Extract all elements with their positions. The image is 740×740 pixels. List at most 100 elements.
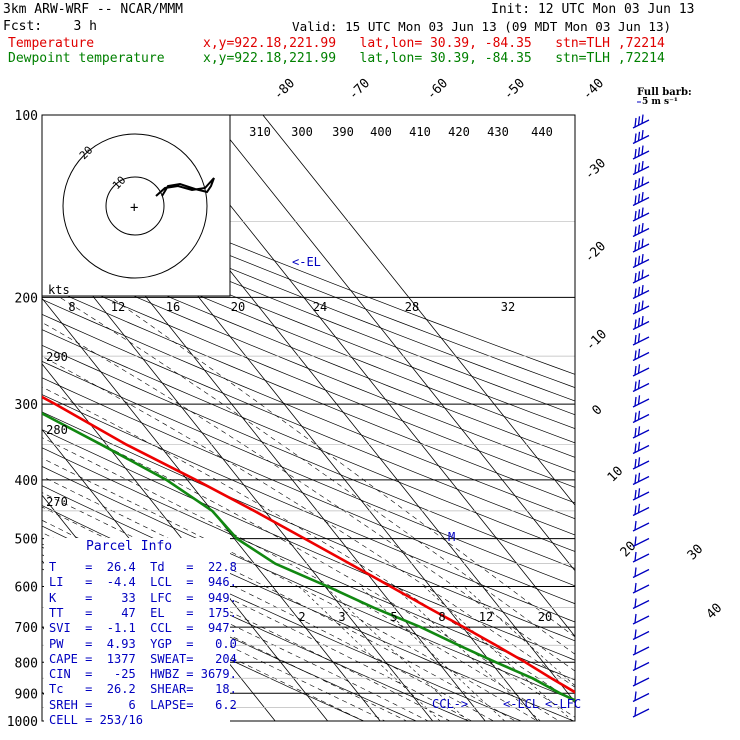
pressure-tick-800: 800	[15, 656, 38, 671]
pressure-tick-600: 600	[15, 581, 38, 596]
isotherm-label: 0	[589, 402, 605, 418]
dewpoint-label: Dewpoint temperature	[8, 51, 165, 66]
dry-adiabat	[42, 466, 575, 701]
parcel-info-row: LI = -4.4 LCL = 946.	[49, 575, 237, 590]
wind-barb	[632, 285, 650, 300]
hodo-speed-label: 24	[313, 300, 327, 314]
wind-barb	[632, 503, 650, 517]
mixing-ratio-label: 3	[338, 610, 345, 624]
barb-legend-title: Full barb:	[637, 87, 692, 98]
pressure-tick-100: 100	[15, 109, 38, 124]
isotherm-label: 10	[605, 464, 627, 486]
wind-barb	[632, 520, 650, 532]
theta-label: 410	[409, 125, 431, 139]
temperature-location: x,y=922.18,221.99 lat,lon= 30.39, -84.35…	[203, 36, 665, 51]
mixing-ratio-line	[393, 586, 541, 721]
isotherm-line	[0, 115, 13, 721]
wind-barb	[632, 426, 650, 439]
dry-adiabat	[42, 284, 575, 504]
wind-barb	[632, 472, 650, 486]
valid-time: Valid: 15 UTC Mon 03 Jun 13 (09 MDT Mon …	[292, 19, 672, 34]
barb-legend-value: 5 m s⁻¹	[642, 97, 678, 107]
hodograph-box	[41, 114, 231, 297]
wind-barb	[632, 364, 650, 377]
mixing-ratio-line	[463, 586, 575, 687]
pressure-tick-1000: 1000	[7, 715, 38, 730]
pressure-tick-500: 500	[15, 533, 38, 548]
parcel-info-row: CELL = 253/16	[49, 713, 143, 727]
wind-barb	[632, 488, 650, 501]
wind-barb	[632, 410, 650, 424]
moist-adiabat	[42, 322, 575, 672]
wind-barb	[632, 161, 650, 176]
dry-adiabat	[42, 485, 575, 721]
hodo-ring-10	[105, 176, 165, 236]
mixing-ratio-label: 2	[298, 610, 305, 624]
theta-label: 400	[370, 125, 392, 139]
mixing-ratio-label: 8	[438, 610, 445, 624]
dry-adiabat	[42, 165, 575, 375]
theta-label: 390	[332, 125, 354, 139]
wind-barb	[632, 145, 650, 160]
dry-adiabat	[42, 189, 575, 402]
wind-barb	[632, 379, 650, 393]
model-title: 3km ARW-WRF -- NCAR/MMM	[3, 2, 184, 17]
plot-frame	[41, 114, 576, 722]
pressure-tick-700: 700	[15, 621, 38, 636]
theta-left-label: 290	[46, 350, 68, 364]
parcel-info-row: CIN = -25 HWBZ = 3679.	[49, 667, 237, 682]
wind-barb	[632, 223, 650, 238]
parcel-info-row: TT = 47 EL = 175.	[49, 605, 237, 620]
dry-adiabat	[42, 447, 575, 681]
wind-barb	[632, 207, 650, 222]
parcel-info-row: Tc = 26.2 SHEAR= 18.	[49, 682, 237, 697]
wind-barb	[632, 348, 650, 362]
pressure-tick-900: 900	[15, 687, 38, 702]
mixing-ratio-label: 12	[479, 610, 493, 624]
wind-barb	[632, 269, 650, 284]
isotherm-line	[157, 115, 575, 638]
mixing-ratio-label: 20	[538, 610, 552, 624]
isotherm-label: -70	[346, 76, 373, 103]
wind-barb	[632, 192, 650, 207]
isotherm-line	[262, 115, 575, 506]
parcel-info-panel: Parcel Info T = 26.4 Td = 22.8 LI = -4.4 …	[44, 538, 237, 732]
wind-barb	[632, 551, 650, 563]
hodo-center-icon: +	[130, 200, 138, 216]
parcel-info-row: K = 33 LFC = 949.	[49, 590, 237, 605]
moist-adiabat	[42, 356, 575, 688]
forecast-hour: Fcst: 3 h	[3, 19, 97, 34]
parcel-info-title: Parcel Info	[86, 539, 173, 554]
wind-barb	[632, 300, 650, 315]
wind-barb	[632, 629, 650, 641]
dry-adiabat	[42, 177, 575, 388]
moist-adiabat	[59, 297, 575, 655]
isotherm-label: -30	[582, 156, 609, 183]
dewpoint-location: x,y=922.18,221.99 lat,lon= 30.39, -84.35…	[203, 51, 665, 66]
wind-barb	[632, 644, 650, 656]
wind-barb	[632, 598, 650, 610]
pressure-tick-300: 300	[15, 398, 38, 413]
wind-barb	[632, 176, 650, 191]
wind-barb	[632, 457, 650, 470]
wind-barb	[632, 114, 650, 129]
moist-adiabat	[110, 297, 575, 638]
hodo-speed-label: 12	[111, 300, 125, 314]
theta-left-label: 270	[46, 495, 68, 509]
theta-label: 310	[249, 125, 271, 139]
theta-label: 430	[487, 125, 509, 139]
theta-label: 420	[448, 125, 470, 139]
ccl-marker: CCL->	[432, 697, 468, 711]
dry-adiabat	[42, 215, 575, 430]
wind-barb	[632, 706, 650, 718]
temperature-trace	[42, 395, 575, 694]
wind-barb	[632, 691, 650, 703]
parcel-info-row: SVI = -1.1 CCL = 947.	[49, 621, 237, 636]
moist-adiabat	[42, 457, 538, 721]
init-time: Init: 12 UTC Mon 03 Jun 13	[491, 2, 695, 17]
mixing-ratio-label: 5	[390, 610, 397, 624]
hodo-units: kts	[48, 283, 70, 297]
moist-adiabat	[42, 437, 560, 721]
temperature-label: Temperature	[8, 36, 95, 51]
